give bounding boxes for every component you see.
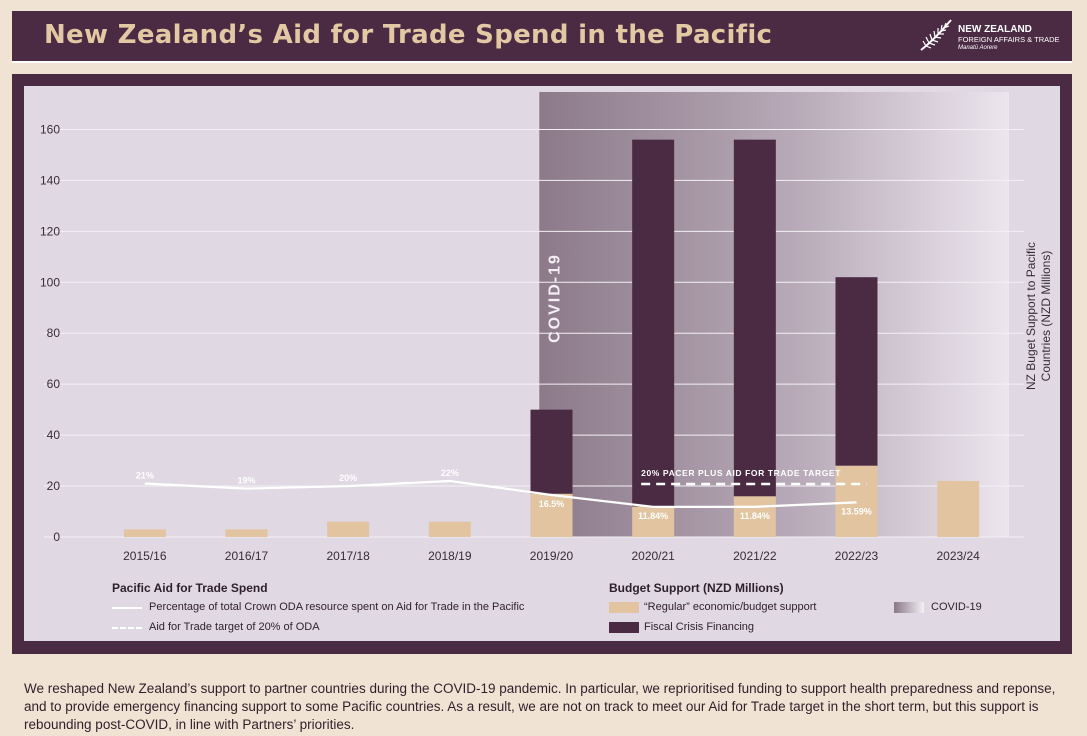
bar-fiscal-crisis-financing — [632, 139, 675, 507]
covid-band-label: COVID-19 — [546, 253, 563, 343]
legend-covid-swatch — [894, 602, 924, 613]
legend-covid-label: COVID-19 — [931, 601, 982, 613]
legend-item-target-line: Aid for Trade target of 20% of ODA — [112, 617, 320, 637]
y-tick-label: 0 — [53, 530, 60, 544]
x-tick-label: 2020/21 — [631, 549, 675, 563]
y-tick-label: 80 — [47, 326, 61, 340]
percentage-line — [144, 479, 857, 508]
legend-target-label: Aid for Trade target of 20% of ODA — [149, 621, 320, 633]
chart-panel: COVID-19 0 20 40 60 80 100 120 140 160 NZ Buget Su… — [24, 86, 1060, 641]
x-tick-label: 2023/24 — [936, 549, 980, 563]
percentage-data-label: 22% — [441, 468, 459, 478]
percentage-data-label: 20% — [339, 473, 357, 483]
y-tick-label: 160 — [40, 122, 60, 136]
legend-regular-label: “Regular” economic/budget support — [644, 601, 817, 613]
percentage-data-label: 16.5% — [539, 499, 565, 509]
logo-line-2: FOREIGN AFFAIRS & TRADE — [958, 35, 1060, 44]
percentage-data-label: 11.84% — [638, 511, 668, 521]
x-tick-label: 2022/23 — [835, 549, 879, 563]
aid-for-trade-chart: COVID-19 0 20 40 60 80 100 120 140 160 NZ Buget Su… — [40, 92, 1053, 563]
legend-left-title: Pacific Aid for Trade Spend — [112, 581, 268, 595]
y-tick-label: 100 — [40, 275, 60, 289]
bar-fiscal-crisis-financing — [530, 409, 573, 494]
legend-item-percentage-line: Percentage of total Crown ODA resource s… — [112, 597, 524, 617]
bar-regular-support — [225, 529, 268, 537]
y-tick-label: 140 — [40, 173, 60, 187]
bar-regular-support — [123, 529, 166, 537]
logo-line-1: NEW ZEALAND — [958, 24, 1032, 35]
bar-regular-support — [937, 480, 980, 537]
bar-regular-support — [835, 465, 878, 537]
legend-fiscal-label: Fiscal Crisis Financing — [644, 621, 755, 633]
x-tick-label: 2017/18 — [326, 549, 370, 563]
x-tick-label: 2019/20 — [530, 549, 574, 563]
page-title: New Zealand’s Aid for Trade Spend in the… — [44, 20, 773, 50]
x-tick-label: 2021/22 — [733, 549, 777, 563]
bar-fiscal-crisis-financing — [835, 277, 878, 466]
legend-fiscal-swatch — [609, 622, 639, 633]
bar-regular-support — [530, 493, 573, 537]
legend-budget-support: Budget Support (NZD Millions) “Regular” … — [609, 581, 989, 637]
percentage-data-label: 21% — [136, 471, 154, 481]
target-line-label: 20% PACER PLUS AID FOR TRADE TARGET — [641, 468, 841, 478]
mfat-logo: NEW ZEALAND FOREIGN AFFAIRS & TRADE Mana… — [918, 16, 1068, 56]
y-tick-label: 40 — [47, 428, 61, 442]
legend-line-swatch — [112, 607, 142, 609]
y-axis-title: NZ Buget Support to PacificCountries (NZ… — [1024, 242, 1053, 390]
bar-regular-support — [733, 496, 776, 537]
bar-fiscal-crisis-financing — [733, 139, 776, 497]
percentage-data-label: 13.59% — [841, 506, 872, 516]
x-tick-label: 2018/19 — [428, 549, 472, 563]
x-tick-label: 2015/16 — [123, 549, 167, 563]
logo-line-3: Manatū Aorere — [958, 44, 998, 51]
percentage-data-label: 19% — [237, 476, 255, 486]
legend-item-fiscal: Fiscal Crisis Financing — [609, 617, 989, 637]
page-header: New Zealand’s Aid for Trade Spend in the… — [12, 11, 1072, 63]
legend-percentage-label: Percentage of total Crown ODA resource s… — [149, 601, 525, 613]
bar-regular-support — [327, 521, 370, 537]
y-axis-title-line: Countries (NZD Millions) — [1039, 251, 1053, 382]
y-tick-label: 20 — [47, 479, 61, 493]
legend-item-regular: “Regular” economic/budget support COVID-… — [609, 597, 989, 617]
bar-regular-support — [428, 521, 471, 537]
y-tick-label: 60 — [47, 377, 61, 391]
body-paragraph: We reshaped New Zealand’s support to par… — [24, 681, 1056, 732]
y-axis-title-line: NZ Buget Support to Pacific — [1024, 242, 1038, 390]
legend-right-title: Budget Support (NZD Millions) — [609, 581, 784, 595]
legend-dash-swatch — [112, 627, 142, 629]
bar-regular-support — [632, 506, 675, 537]
x-tick-label: 2016/17 — [225, 549, 269, 563]
y-tick-label: 120 — [40, 224, 60, 238]
legend-regular-swatch — [609, 602, 639, 613]
silver-fern-icon — [920, 19, 952, 51]
percentage-data-label: 11.84% — [740, 511, 770, 521]
chart-frame: COVID-19 0 20 40 60 80 100 120 140 160 NZ Buget Su… — [12, 74, 1072, 654]
legend-aid-for-trade: Pacific Aid for Trade Spend Percentage o… — [112, 581, 524, 637]
